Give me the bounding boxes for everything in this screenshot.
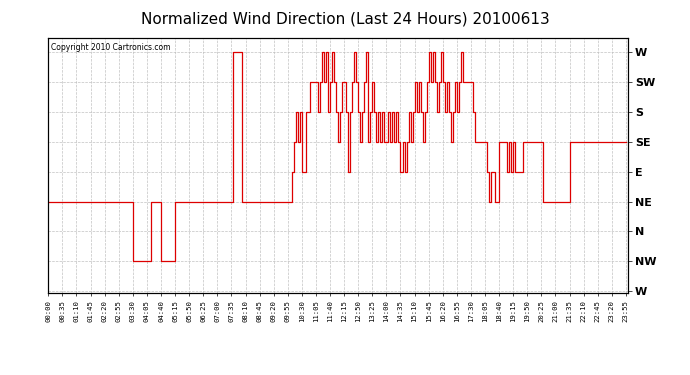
Text: Copyright 2010 Cartronics.com: Copyright 2010 Cartronics.com: [51, 43, 170, 52]
Text: Normalized Wind Direction (Last 24 Hours) 20100613: Normalized Wind Direction (Last 24 Hours…: [141, 11, 549, 26]
